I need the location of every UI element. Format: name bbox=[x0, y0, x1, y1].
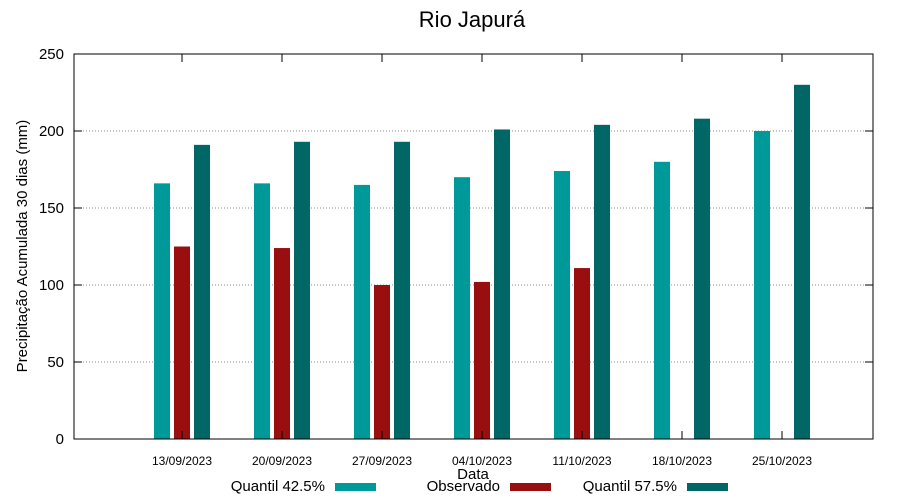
plot-frame bbox=[73, 53, 874, 440]
y-tick-label: 50 bbox=[47, 354, 64, 371]
bar-observado bbox=[174, 246, 190, 439]
legend-swatch bbox=[335, 483, 376, 491]
y-tick-label: 200 bbox=[39, 123, 64, 140]
x-tick-label: 13/09/2023 bbox=[152, 454, 212, 468]
bar-observado bbox=[474, 281, 490, 439]
bar-quantil-425 bbox=[654, 161, 670, 440]
x-axis-ticks: 13/09/2023 20/09/2023 27/09/2023 04/10/2023… bbox=[152, 54, 812, 468]
x-tick-label: 20/09/2023 bbox=[252, 454, 312, 468]
bar-quantil-425 bbox=[154, 183, 170, 439]
bar-quantil-425 bbox=[454, 177, 470, 439]
y-axis-label: Precipitação Acumulada 30 dias (mm) bbox=[14, 120, 31, 373]
y-tick-label: 0 bbox=[56, 431, 64, 448]
legend-label: Quantil 57.5% bbox=[583, 478, 677, 495]
bar-observado bbox=[274, 248, 290, 439]
bar-quantil-575 bbox=[394, 141, 410, 439]
x-axis-label: Data bbox=[457, 466, 489, 483]
bar-quantil-425 bbox=[754, 131, 770, 439]
grid-lines bbox=[74, 130, 873, 363]
bars bbox=[154, 84, 810, 440]
y-tick-label: 250 bbox=[39, 46, 64, 63]
bar-quantil-575 bbox=[294, 141, 310, 439]
bar-quantil-575 bbox=[694, 118, 710, 440]
x-tick-label: 11/10/2023 bbox=[552, 454, 611, 468]
y-axis-ticks: 0 50 100 150 200 250 bbox=[39, 46, 873, 448]
legend-label: Quantil 42.5% bbox=[231, 478, 325, 495]
y-tick-label: 100 bbox=[39, 277, 64, 294]
bar-quantil-575 bbox=[794, 84, 810, 440]
legend-swatch bbox=[510, 483, 551, 491]
bar-quantil-425 bbox=[354, 184, 370, 439]
legend-swatch bbox=[687, 483, 728, 491]
x-tick-label: 25/10/2023 bbox=[752, 454, 812, 468]
bar-quantil-575 bbox=[594, 124, 610, 439]
x-tick-label: 18/10/2023 bbox=[652, 454, 712, 468]
legend: Quantil 42.5% Observado Quantil 57.5% bbox=[231, 478, 728, 495]
bar-quantil-425 bbox=[554, 171, 570, 440]
bar-observado bbox=[374, 285, 390, 439]
y-tick-label: 150 bbox=[39, 200, 64, 217]
bar-quantil-575 bbox=[194, 144, 210, 440]
bar-observado bbox=[574, 268, 590, 439]
legend-label: Observado bbox=[427, 478, 500, 495]
x-tick-label: 27/09/2023 bbox=[352, 454, 412, 468]
chart-title: Rio Japurá bbox=[419, 7, 526, 32]
x-tick-label: 04/10/2023 bbox=[452, 454, 512, 468]
bar-quantil-425 bbox=[254, 183, 270, 439]
bar-quantil-575 bbox=[494, 129, 510, 439]
